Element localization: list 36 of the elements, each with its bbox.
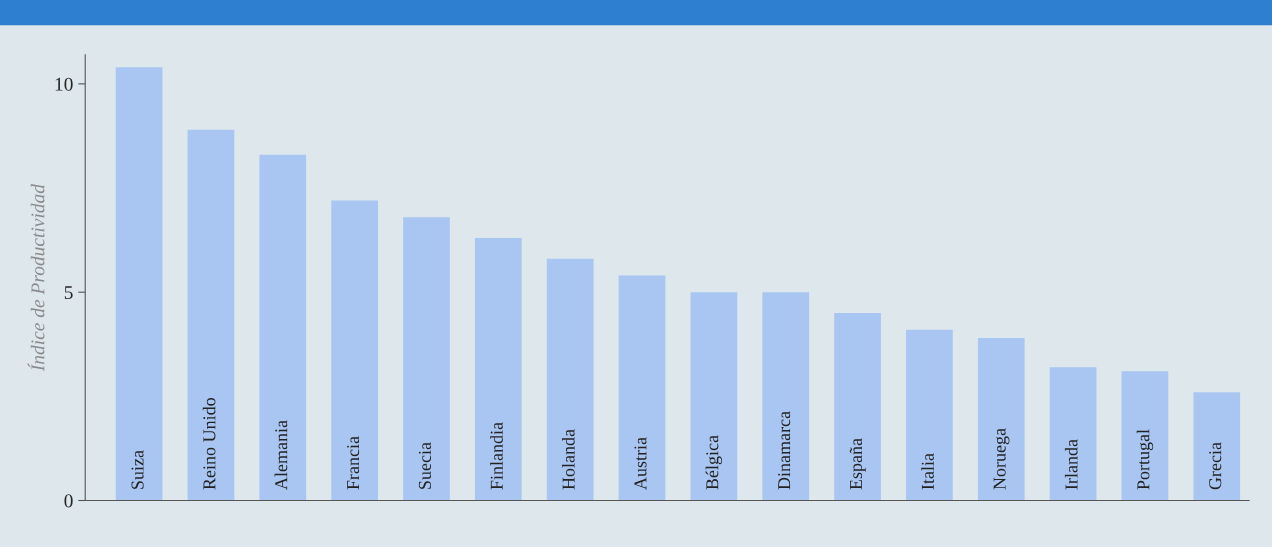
bar — [977, 338, 1025, 501]
x-tick-label: Reino Unido — [202, 398, 216, 490]
x-tick-label: Suecia — [418, 442, 431, 489]
bar — [546, 258, 594, 501]
bar — [331, 200, 378, 501]
x-tick-label: Alemania — [274, 420, 288, 490]
x-tick-label: Portugal — [1136, 429, 1154, 490]
bar — [762, 292, 810, 501]
bar — [618, 275, 666, 501]
x-tick-label: Holanda — [561, 429, 575, 490]
bar — [403, 217, 450, 501]
x-tick-label: Suiza — [131, 450, 144, 489]
x-tick-label: Irlanda — [1064, 439, 1078, 490]
y-tick-label: 10 — [55, 77, 73, 91]
x-tick-label: España — [849, 438, 866, 490]
x-tick-label: Finlandia — [490, 422, 503, 490]
x-tick-label: Dinamarca — [778, 411, 791, 490]
y-tick-label: 0 — [64, 494, 73, 508]
x-tick-label: Noruega — [993, 428, 1010, 490]
bar — [1193, 392, 1241, 501]
bar — [690, 292, 738, 501]
bar — [259, 154, 307, 501]
bar — [906, 329, 953, 501]
bar — [1049, 367, 1097, 501]
bar — [187, 129, 235, 501]
y-axis-title: Índice de Productividad — [27, 183, 45, 372]
x-tick-label: Italia — [921, 453, 934, 490]
x-tick-label: Austria — [634, 437, 647, 490]
bar — [115, 67, 163, 501]
bar — [1121, 371, 1169, 501]
y-tick-label: 5 — [64, 286, 73, 300]
x-tick-label: Bélgica — [705, 435, 723, 490]
x-tick-label: Grecia — [1209, 442, 1222, 490]
bar — [834, 313, 881, 501]
x-tick-label: Francia — [347, 436, 360, 490]
bar — [474, 238, 522, 501]
